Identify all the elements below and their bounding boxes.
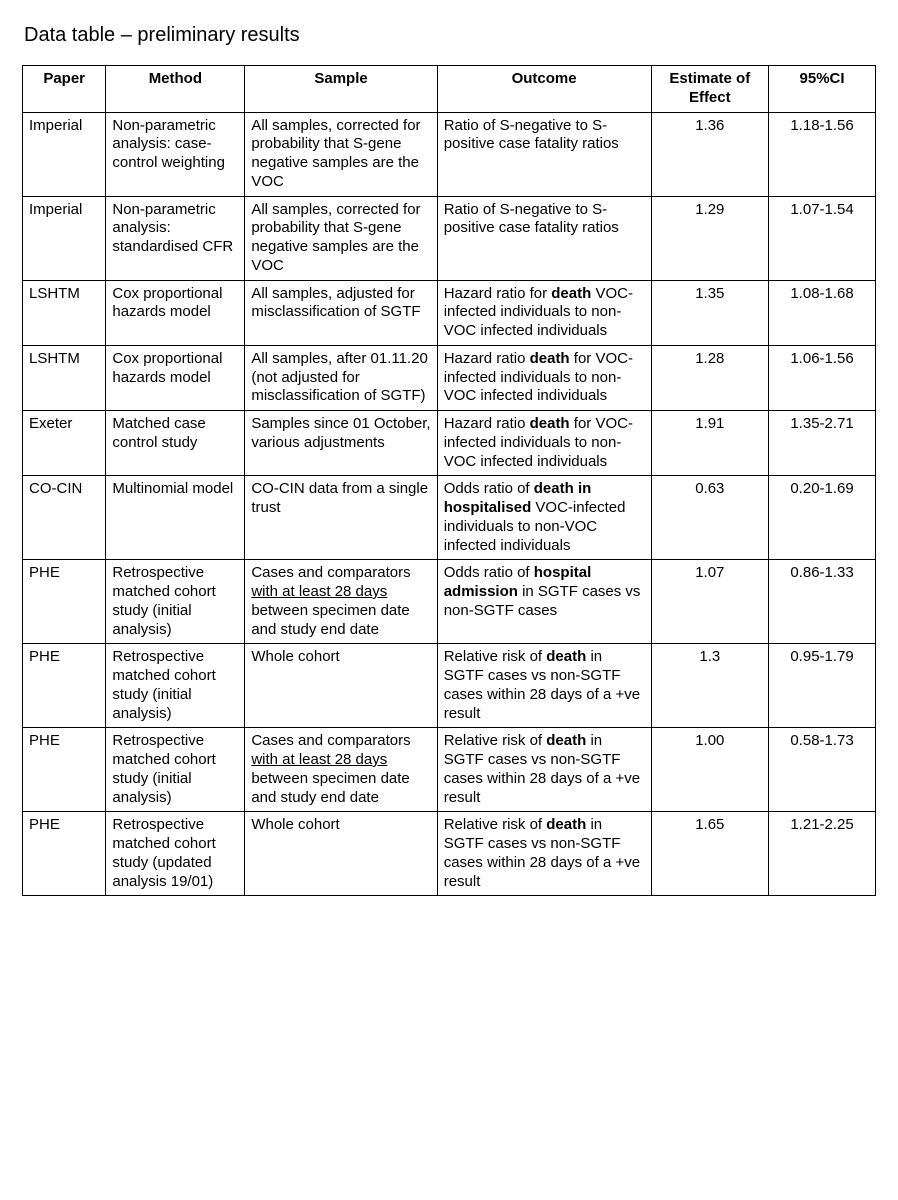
cell-method: Matched case control study xyxy=(106,411,245,476)
cell-estimate: 1.29 xyxy=(651,196,769,280)
cell-outcome: Ratio of S-negative to S-positive case f… xyxy=(437,196,651,280)
cell-method: Retrospective matched cohort study (init… xyxy=(106,728,245,812)
cell-method: Cox proportional hazards model xyxy=(106,345,245,410)
cell-paper: LSHTM xyxy=(23,345,106,410)
table-row: LSHTMCox proportional hazards modelAll s… xyxy=(23,345,876,410)
cell-outcome: Hazard ratio for death VOC-infected indi… xyxy=(437,280,651,345)
cell-paper: Exeter xyxy=(23,411,106,476)
cell-paper: PHE xyxy=(23,644,106,728)
table-row: ImperialNon-parametric analysis: standar… xyxy=(23,196,876,280)
cell-ci: 1.06-1.56 xyxy=(769,345,876,410)
cell-sample: All samples, after 01.11.20 (not adjuste… xyxy=(245,345,437,410)
cell-paper: Imperial xyxy=(23,112,106,196)
table-header-cell: Outcome xyxy=(437,66,651,113)
cell-estimate: 1.3 xyxy=(651,644,769,728)
cell-ci: 1.35-2.71 xyxy=(769,411,876,476)
cell-sample: All samples, corrected for probability t… xyxy=(245,112,437,196)
cell-outcome: Ratio of S-negative to S-positive case f… xyxy=(437,112,651,196)
table-header-cell: Estimate of Effect xyxy=(651,66,769,113)
cell-ci: 1.07-1.54 xyxy=(769,196,876,280)
cell-sample: Cases and comparators with at least 28 d… xyxy=(245,560,437,644)
cell-method: Retrospective matched cohort study (init… xyxy=(106,644,245,728)
cell-ci: 1.18-1.56 xyxy=(769,112,876,196)
cell-outcome: Hazard ratio death for VOC-infected indi… xyxy=(437,345,651,410)
page-title: Data table – preliminary results xyxy=(24,24,876,47)
cell-estimate: 1.28 xyxy=(651,345,769,410)
cell-estimate: 1.00 xyxy=(651,728,769,812)
cell-estimate: 1.91 xyxy=(651,411,769,476)
cell-sample: All samples, corrected for probability t… xyxy=(245,196,437,280)
cell-outcome: Hazard ratio death for VOC-infected indi… xyxy=(437,411,651,476)
cell-ci: 1.21-2.25 xyxy=(769,812,876,896)
cell-ci: 1.08-1.68 xyxy=(769,280,876,345)
cell-ci: 0.86-1.33 xyxy=(769,560,876,644)
cell-outcome: Odds ratio of hospital admission in SGTF… xyxy=(437,560,651,644)
cell-estimate: 1.65 xyxy=(651,812,769,896)
table-row: ImperialNon-parametric analysis: case-co… xyxy=(23,112,876,196)
cell-paper: CO-CIN xyxy=(23,476,106,560)
cell-estimate: 1.36 xyxy=(651,112,769,196)
cell-paper: LSHTM xyxy=(23,280,106,345)
cell-method: Non-parametric analysis: standardised CF… xyxy=(106,196,245,280)
table-header-cell: Sample xyxy=(245,66,437,113)
results-table: PaperMethodSampleOutcomeEstimate of Effe… xyxy=(22,65,876,896)
cell-outcome: Odds ratio of death in hospitalised VOC-… xyxy=(437,476,651,560)
cell-outcome: Relative risk of death in SGTF cases vs … xyxy=(437,812,651,896)
cell-paper: PHE xyxy=(23,560,106,644)
cell-method: Retrospective matched cohort study (upda… xyxy=(106,812,245,896)
cell-method: Cox proportional hazards model xyxy=(106,280,245,345)
table-header-cell: Paper xyxy=(23,66,106,113)
document-page: Data table – preliminary results PaperMe… xyxy=(0,0,898,926)
cell-sample: Samples since 01 October, various adjust… xyxy=(245,411,437,476)
table-header-cell: Method xyxy=(106,66,245,113)
table-header-row: PaperMethodSampleOutcomeEstimate of Effe… xyxy=(23,66,876,113)
cell-paper: PHE xyxy=(23,728,106,812)
cell-estimate: 1.35 xyxy=(651,280,769,345)
table-row: PHERetrospective matched cohort study (u… xyxy=(23,812,876,896)
cell-sample: Cases and comparators with at least 28 d… xyxy=(245,728,437,812)
cell-estimate: 1.07 xyxy=(651,560,769,644)
cell-sample: Whole cohort xyxy=(245,812,437,896)
table-row: PHERetrospective matched cohort study (i… xyxy=(23,560,876,644)
table-body: ImperialNon-parametric analysis: case-co… xyxy=(23,112,876,896)
table-row: CO-CINMultinomial modelCO-CIN data from … xyxy=(23,476,876,560)
cell-sample: Whole cohort xyxy=(245,644,437,728)
cell-ci: 0.58-1.73 xyxy=(769,728,876,812)
cell-sample: All samples, adjusted for misclassificat… xyxy=(245,280,437,345)
table-row: PHERetrospective matched cohort study (i… xyxy=(23,644,876,728)
table-head: PaperMethodSampleOutcomeEstimate of Effe… xyxy=(23,66,876,113)
cell-method: Retrospective matched cohort study (init… xyxy=(106,560,245,644)
cell-sample: CO-CIN data from a single trust xyxy=(245,476,437,560)
table-row: ExeterMatched case control studySamples … xyxy=(23,411,876,476)
cell-ci: 0.20-1.69 xyxy=(769,476,876,560)
cell-estimate: 0.63 xyxy=(651,476,769,560)
table-header-cell: 95%CI xyxy=(769,66,876,113)
cell-outcome: Relative risk of death in SGTF cases vs … xyxy=(437,644,651,728)
table-row: PHERetrospective matched cohort study (i… xyxy=(23,728,876,812)
cell-outcome: Relative risk of death in SGTF cases vs … xyxy=(437,728,651,812)
cell-ci: 0.95-1.79 xyxy=(769,644,876,728)
cell-method: Multinomial model xyxy=(106,476,245,560)
cell-method: Non-parametric analysis: case-control we… xyxy=(106,112,245,196)
cell-paper: PHE xyxy=(23,812,106,896)
cell-paper: Imperial xyxy=(23,196,106,280)
table-row: LSHTMCox proportional hazards modelAll s… xyxy=(23,280,876,345)
